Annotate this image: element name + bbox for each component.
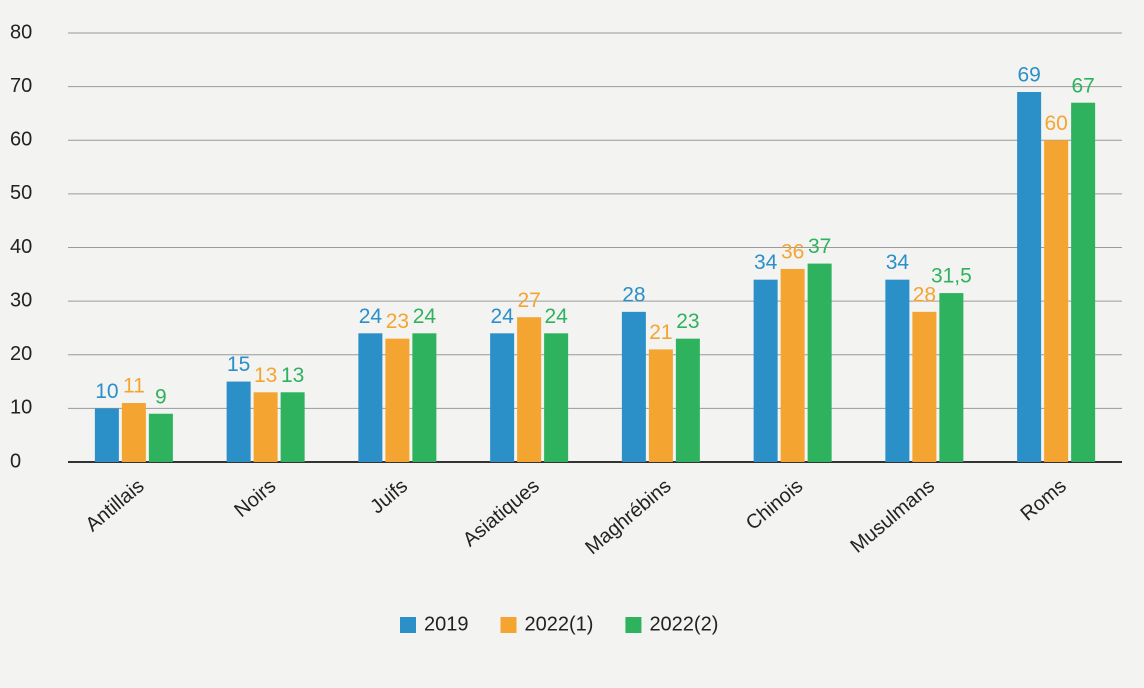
- y-tick-label: 0: [10, 450, 21, 472]
- bar: [675, 338, 700, 462]
- value-label: 23: [676, 310, 699, 333]
- bar: [780, 268, 805, 462]
- bar: [253, 392, 278, 462]
- bar: [885, 279, 910, 462]
- bar: [939, 293, 964, 462]
- value-label: 28: [622, 283, 645, 306]
- value-label: 36: [781, 240, 804, 263]
- value-label: 27: [517, 289, 540, 312]
- y-tick-label: 50: [10, 182, 32, 204]
- bar: [358, 333, 383, 462]
- value-label: 28: [913, 283, 936, 306]
- bar: [1044, 140, 1069, 462]
- y-tick-label: 80: [10, 21, 32, 43]
- value-label: 10: [95, 380, 118, 403]
- legend-swatch: [625, 617, 642, 633]
- y-tick-label: 10: [10, 397, 32, 419]
- value-label: 13: [281, 364, 304, 387]
- value-label: 24: [413, 305, 437, 328]
- value-label: 13: [254, 364, 277, 387]
- value-label: 23: [386, 310, 409, 333]
- bar: [648, 349, 673, 462]
- bar: [121, 403, 146, 462]
- bar: [544, 333, 569, 462]
- value-label: 21: [649, 321, 672, 344]
- bar: [412, 333, 437, 462]
- bar: [912, 311, 937, 462]
- value-label: 24: [490, 305, 514, 328]
- value-label: 24: [544, 305, 568, 328]
- y-tick-label: 60: [10, 129, 32, 151]
- value-label: 37: [808, 235, 831, 258]
- y-tick-label: 70: [10, 75, 32, 97]
- legend-label: 2022(1): [525, 613, 594, 635]
- bar: [1071, 102, 1096, 463]
- legend-label: 2019: [424, 613, 469, 635]
- value-label: 31,5: [931, 265, 972, 288]
- bar: [807, 263, 832, 462]
- bar: [94, 408, 119, 462]
- y-tick-label: 40: [10, 236, 32, 258]
- value-label: 9: [155, 385, 167, 408]
- value-label: 34: [754, 251, 778, 274]
- bar: [385, 338, 410, 462]
- value-label: 11: [123, 375, 145, 398]
- bar: [490, 333, 515, 462]
- bar: [753, 279, 778, 462]
- legend-swatch: [500, 617, 517, 633]
- bar: [621, 311, 646, 462]
- bar: [280, 392, 305, 462]
- y-tick-label: 20: [10, 343, 32, 365]
- bar: [148, 413, 173, 462]
- y-tick-label: 30: [10, 289, 32, 311]
- value-label: 15: [227, 353, 250, 376]
- legend-swatch: [400, 617, 416, 633]
- bar: [1017, 91, 1042, 463]
- bar: [226, 381, 251, 462]
- bar: [517, 317, 542, 462]
- value-label: 34: [886, 251, 910, 274]
- value-label: 67: [1071, 74, 1094, 97]
- value-label: 24: [359, 305, 383, 328]
- legend-label: 2022(2): [649, 613, 718, 635]
- value-label: 60: [1044, 112, 1067, 135]
- value-label: 69: [1017, 64, 1040, 87]
